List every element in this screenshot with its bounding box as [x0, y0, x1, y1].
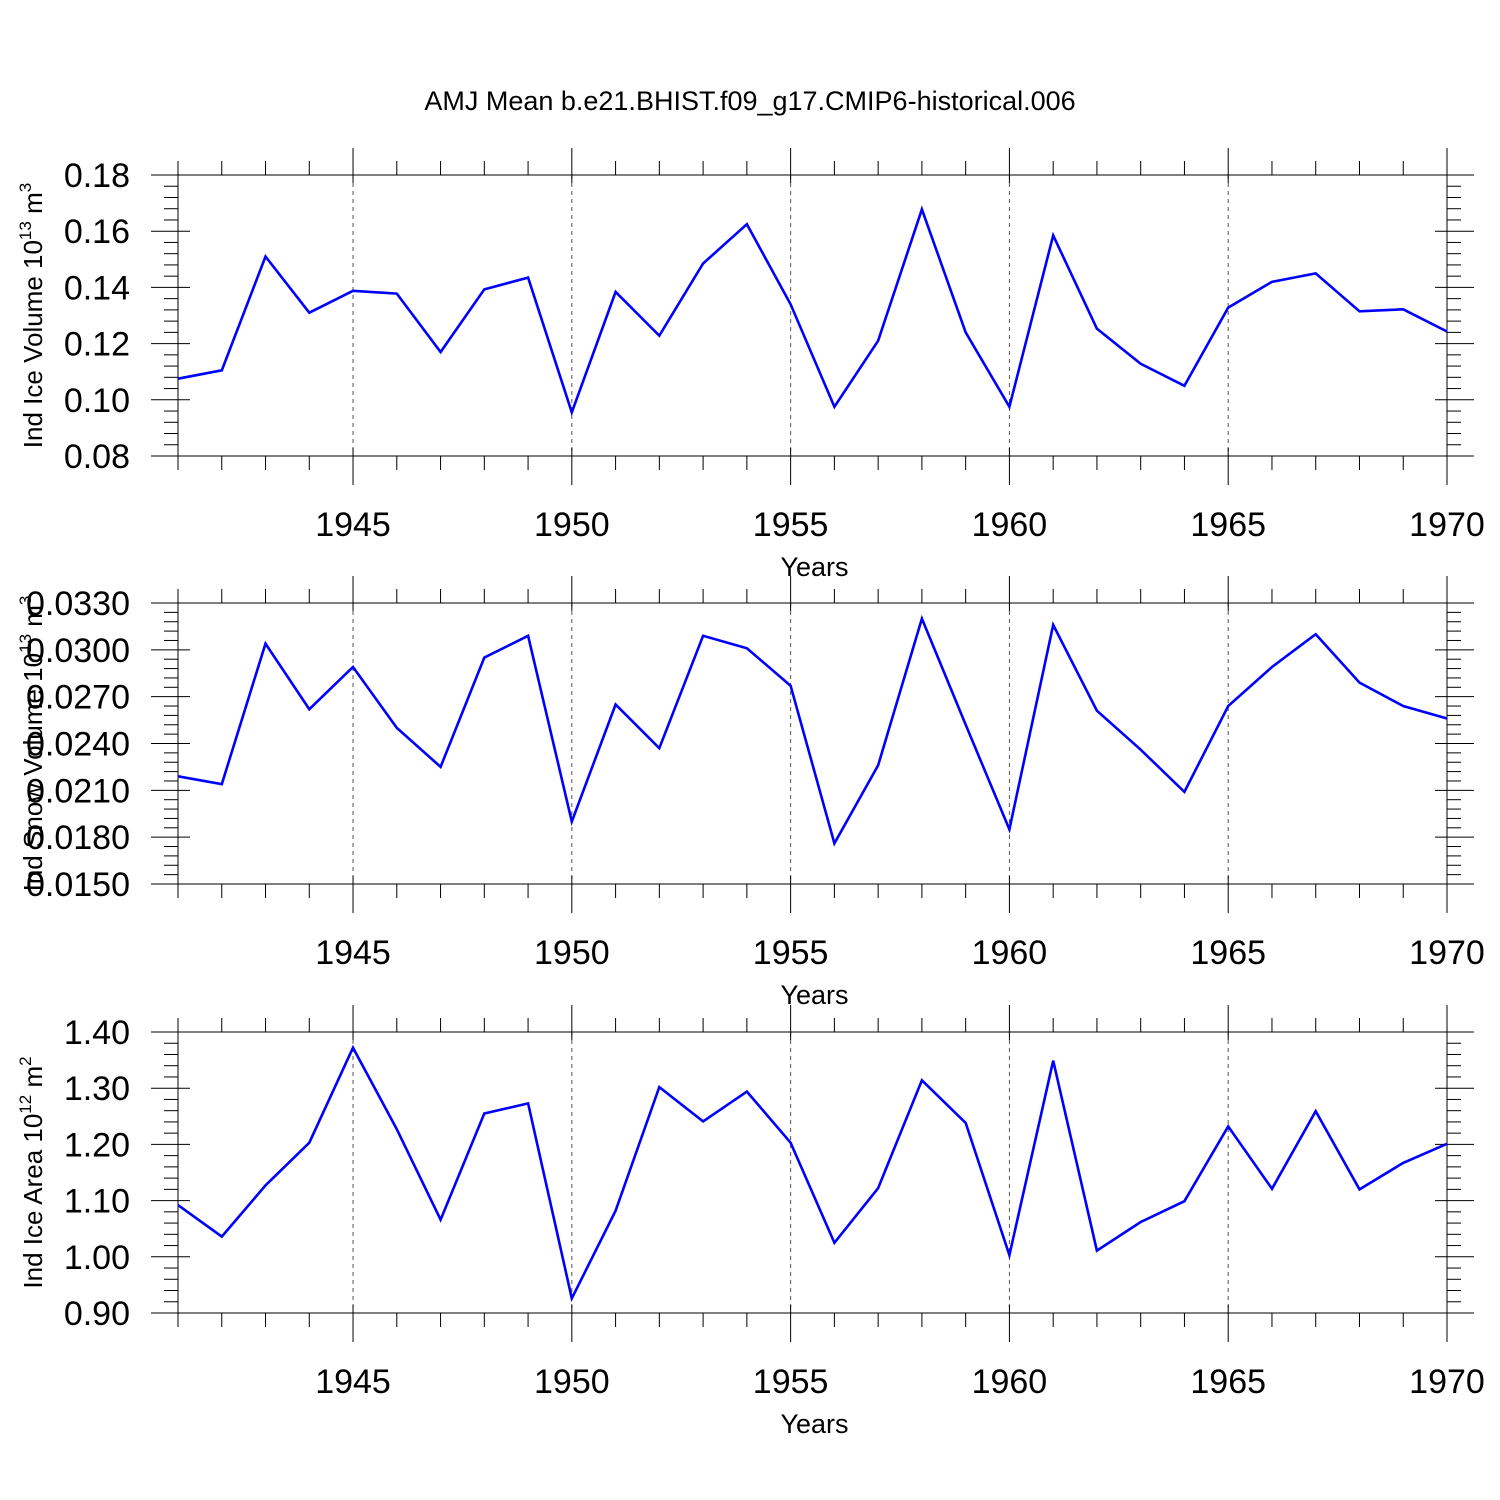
- x-tick-label: 1960: [972, 934, 1048, 972]
- y-tick-label: 0.0150: [26, 866, 130, 904]
- x-tick-label: 1960: [972, 506, 1048, 544]
- x-tick-label: 1945: [315, 506, 391, 544]
- y-tick-label: 0.10: [64, 382, 130, 420]
- x-tick-label: 1965: [1190, 506, 1266, 544]
- x-tick-label: 1945: [315, 1363, 391, 1401]
- y-tick-label: 1.20: [64, 1126, 130, 1164]
- series-line: [177, 614, 1448, 847]
- x-axis-label: Years: [780, 552, 848, 582]
- x-tick-label: 1955: [753, 506, 829, 544]
- x-tick-label: 1965: [1190, 1363, 1266, 1401]
- y-tick-label: 0.90: [64, 1295, 130, 1333]
- y-tick-label: 0.08: [64, 438, 130, 476]
- y-axis-label: Ind Ice Area 1012 m2: [16, 1056, 48, 1288]
- y-tick-label: 0.0180: [26, 819, 130, 857]
- x-tick-label: 1955: [753, 1363, 829, 1401]
- panel-1: 1945 1950 1955 1960 1965 1970 Years 0.08 0.10 0.1…: [16, 148, 1485, 582]
- x-tick-label: 1950: [534, 506, 610, 544]
- y-tick-label: 0.16: [64, 213, 130, 251]
- y-tick-label: 0.12: [64, 326, 130, 364]
- x-tick-label: 1970: [1409, 506, 1485, 544]
- y-tick-label: 1.00: [64, 1239, 130, 1277]
- x-axis-label: Years: [780, 1409, 848, 1439]
- y-tick-label: 0.0270: [26, 679, 130, 717]
- y-tick-label: 1.30: [64, 1070, 130, 1108]
- y-tick-label: 0.14: [64, 269, 130, 307]
- plot-frame: [177, 174, 1448, 457]
- chart-title: AMJ Mean b.e21.BHIST.f09_g17.CMIP6-histo…: [424, 86, 1075, 116]
- x-tick-label: 1965: [1190, 934, 1266, 972]
- y-tick-label: 0.0330: [26, 585, 130, 623]
- y-tick-label: 0.18: [64, 157, 130, 195]
- series-line: [177, 205, 1448, 417]
- panel-2: 1945 1950 1955 1960 1965 1970 Years 0.0150 0.018…: [16, 576, 1485, 1010]
- x-tick-label: 1960: [972, 1363, 1048, 1401]
- x-tick-label: 1945: [315, 934, 391, 972]
- plot-frame: [177, 1031, 1448, 1314]
- y-tick-label: 0.0300: [26, 632, 130, 670]
- x-axis-label: Years: [780, 980, 848, 1010]
- y-tick-label: 0.0210: [26, 772, 130, 810]
- panel-3: 1945 1950 1955 1960 1965 1970 Years 0.90 1.00 1.1…: [16, 1005, 1485, 1439]
- plot-frame: [177, 602, 1448, 885]
- x-tick-label: 1950: [534, 934, 610, 972]
- y-tick-label: 1.40: [64, 1014, 130, 1052]
- x-tick-label: 1955: [753, 934, 829, 972]
- y-axis-label: Ind Ice Volume 1013 m3: [16, 183, 48, 448]
- x-tick-label: 1950: [534, 1363, 610, 1401]
- x-tick-label: 1970: [1409, 1363, 1485, 1401]
- y-tick-label: 0.0240: [26, 726, 130, 764]
- series-line: [177, 1044, 1448, 1303]
- y-tick-label: 1.10: [64, 1183, 130, 1221]
- y-axis-label: Ind Snow Volume 1013 m3: [16, 596, 48, 892]
- x-tick-label: 1970: [1409, 934, 1485, 972]
